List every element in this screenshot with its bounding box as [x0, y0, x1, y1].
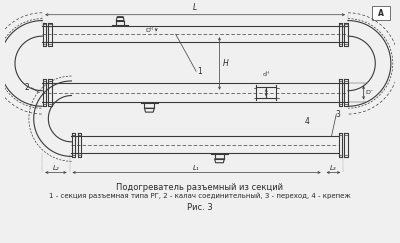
Text: L: L — [193, 3, 197, 12]
Polygon shape — [215, 159, 224, 163]
Text: dᴴ: dᴴ — [263, 72, 270, 77]
Polygon shape — [116, 17, 124, 21]
Text: 2: 2 — [24, 83, 29, 92]
Text: L₃: L₃ — [330, 165, 337, 171]
Text: A: A — [378, 9, 384, 18]
Text: L₁: L₁ — [193, 165, 200, 171]
Text: 1: 1 — [198, 67, 202, 76]
Polygon shape — [144, 108, 154, 112]
Text: Подогреватель разъемный из секций: Подогреватель разъемный из секций — [116, 183, 284, 192]
Text: 3: 3 — [336, 110, 341, 119]
Bar — [372, 6, 390, 20]
Text: 1 - секция разъемная типа РГ, 2 - калач соединительный, 3 - переход, 4 - крепеж: 1 - секция разъемная типа РГ, 2 - калач … — [49, 193, 351, 200]
Text: H: H — [222, 59, 228, 68]
Text: Рис. 3: Рис. 3 — [187, 203, 213, 212]
Text: 4: 4 — [305, 117, 310, 126]
Text: Dᴴ: Dᴴ — [146, 28, 153, 33]
Text: L₂: L₂ — [52, 165, 59, 171]
Text: D⁻: D⁻ — [366, 90, 374, 95]
